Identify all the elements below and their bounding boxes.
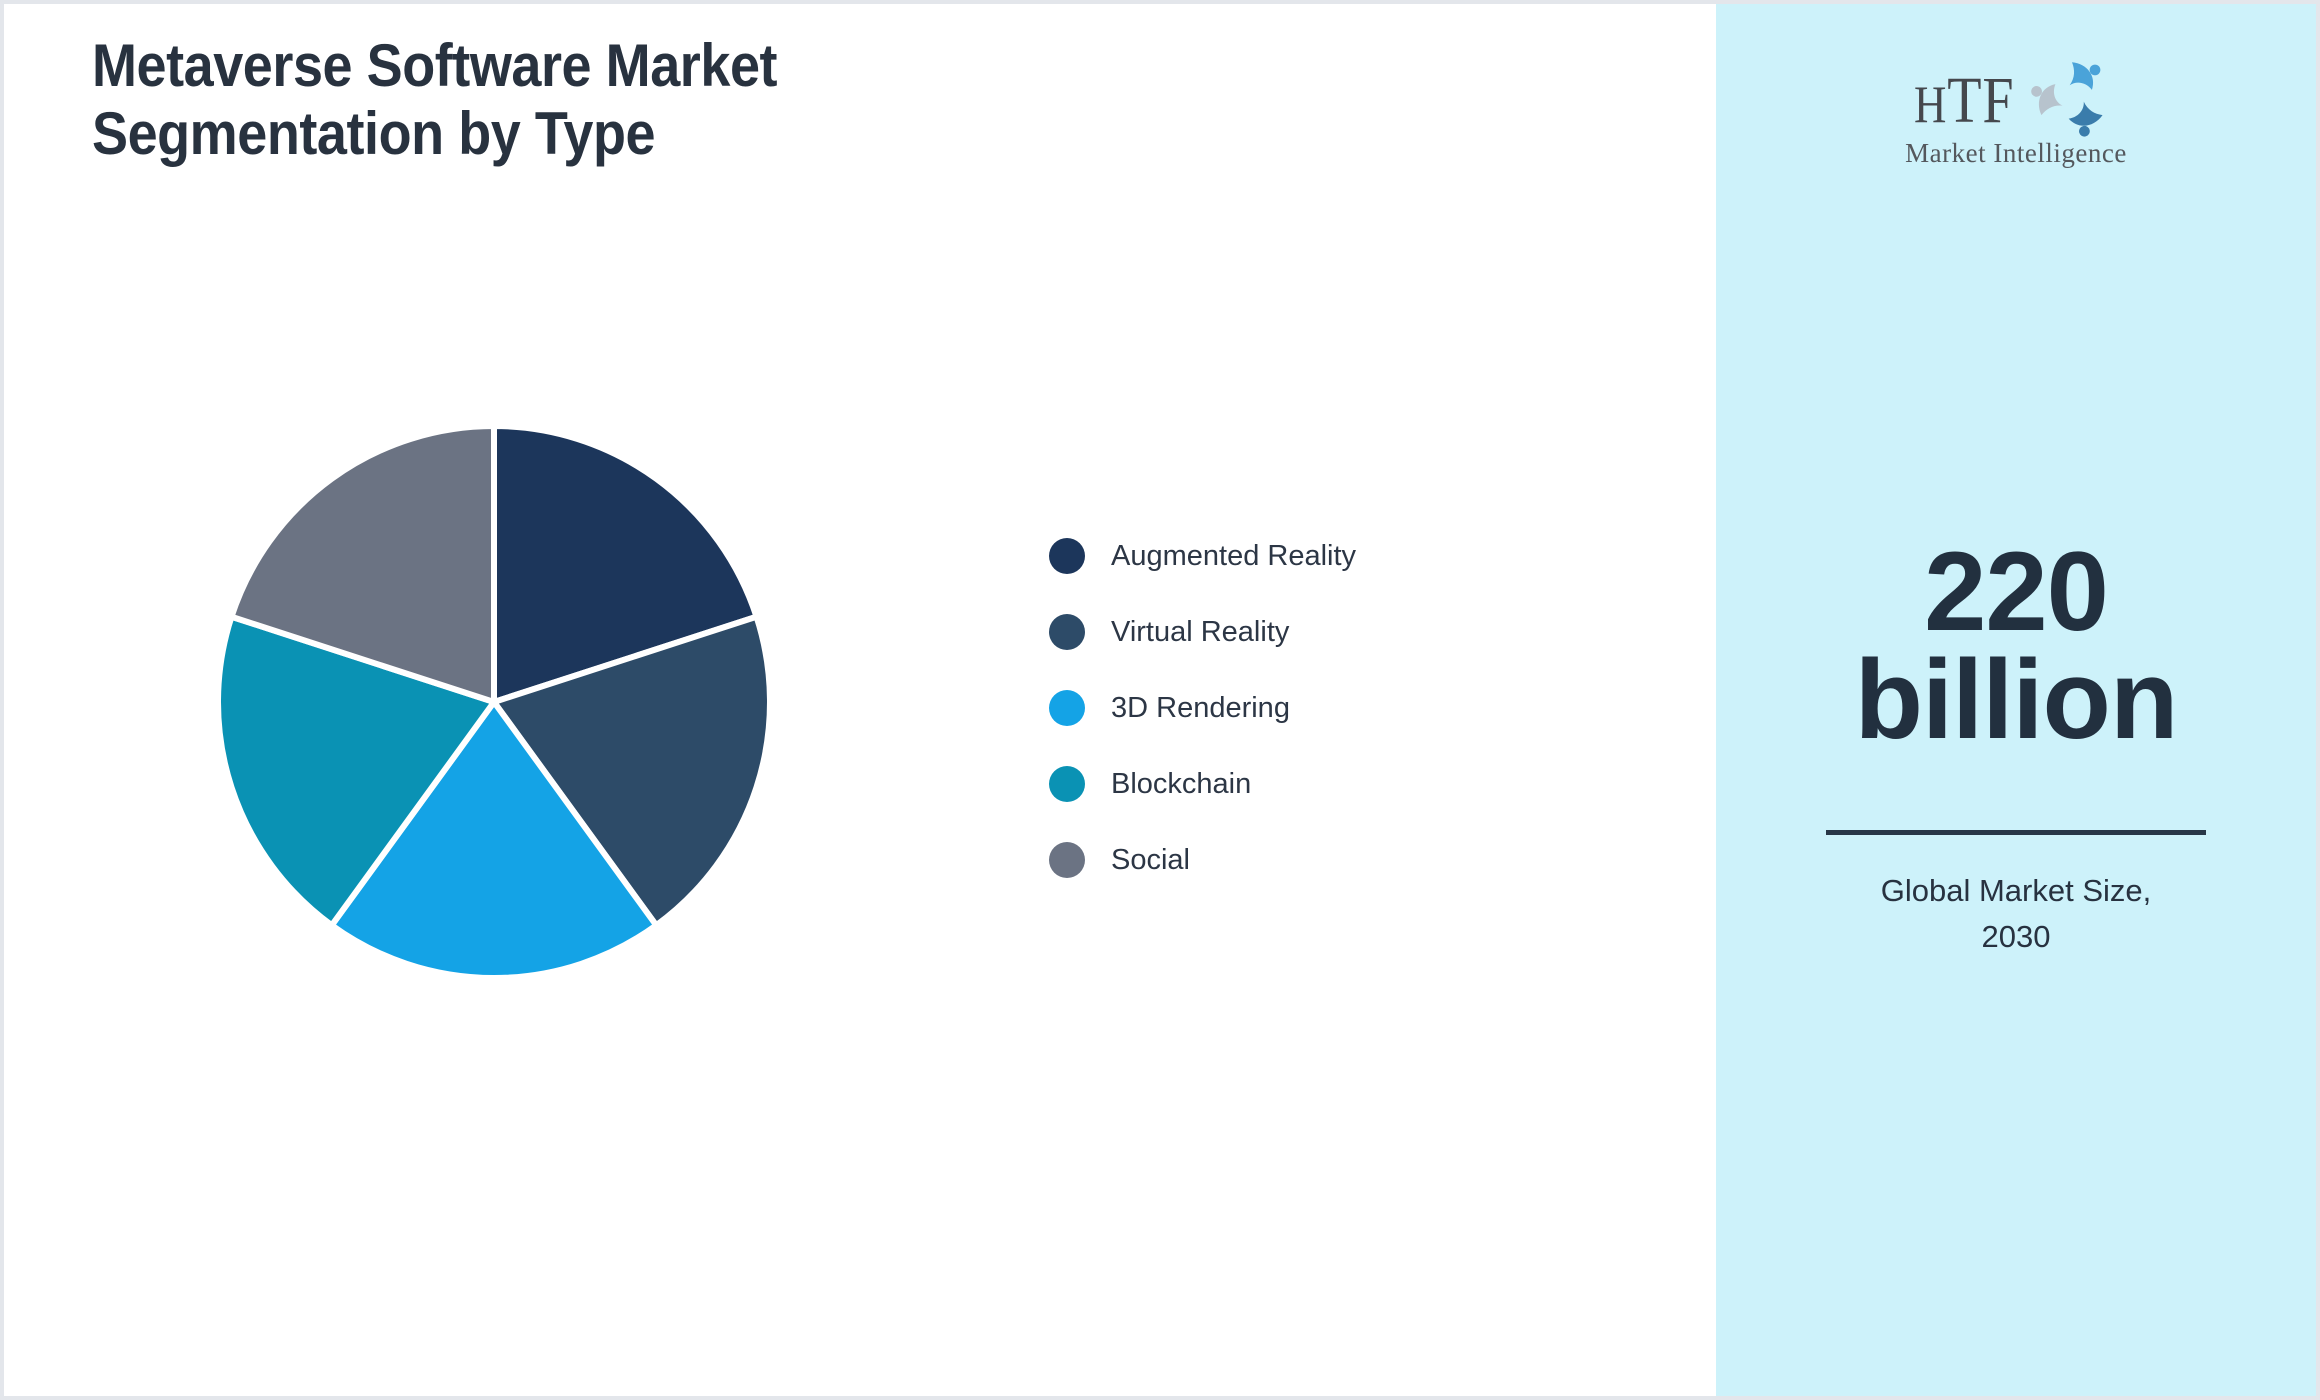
page-title: Metaverse Software Market Segmentation b…	[92, 32, 778, 168]
market-size-label-line-1: Global Market Size,	[1880, 873, 2152, 908]
pie-slice-3d-rendering	[328, 699, 660, 981]
legend-label: 3D Rendering	[1111, 691, 1290, 724]
htf-logo-swirl-icon	[2031, 62, 2103, 137]
legend-color-dot	[1049, 538, 1085, 574]
legend-item: Blockchain	[1049, 746, 1356, 822]
pie-slice-virtual-reality	[491, 613, 773, 929]
htf-logo-text: HTF	[1913, 64, 2015, 137]
pie-chart-svg	[215, 423, 773, 981]
legend-label: Social	[1111, 843, 1190, 876]
page-title-line-1: Metaverse Software Market	[92, 32, 778, 99]
page-title-line-2: Segmentation by Type	[92, 100, 656, 167]
legend-color-dot	[1049, 690, 1085, 726]
legend-item: Social	[1049, 822, 1356, 898]
legend-color-dot	[1049, 614, 1085, 650]
htf-logo-tagline: Market Intelligence	[1905, 138, 2127, 168]
pie-chart	[204, 412, 784, 992]
legend-item: Virtual Reality	[1049, 594, 1356, 670]
market-size-label-line-2: 2030	[1981, 919, 2051, 954]
legend-label: Virtual Reality	[1111, 615, 1290, 648]
legend-color-dot	[1049, 766, 1085, 802]
market-size-value-unit: billion	[1854, 637, 2179, 762]
sidebar: HTF Market Intelligence	[1716, 4, 2316, 1396]
legend-item: Augmented Reality	[1049, 518, 1356, 594]
chart-area: Metaverse Software Market Segmentation b…	[4, 4, 1716, 1396]
htf-logo: HTF Market Intelligence	[1716, 46, 2316, 169]
pie-slice-social	[228, 423, 497, 705]
divider-line	[1826, 830, 2206, 835]
legend-label: Augmented Reality	[1111, 539, 1357, 572]
legend-label: Blockchain	[1111, 767, 1252, 800]
market-size-label: Global Market Size, 2030	[1716, 868, 2316, 960]
market-size-stat: 220 billion	[1716, 529, 2316, 762]
pie-slice-blockchain	[215, 613, 497, 929]
legend-color-dot	[1049, 842, 1085, 878]
legend-item: 3D Rendering	[1049, 670, 1356, 746]
market-size-value-number: 220	[1924, 529, 2109, 654]
pie-slice-augmented-reality	[491, 423, 760, 705]
htf-logo-row: HTF	[1914, 46, 2118, 146]
legend: Augmented Reality Virtual Reality 3D Ren…	[1049, 518, 1356, 898]
